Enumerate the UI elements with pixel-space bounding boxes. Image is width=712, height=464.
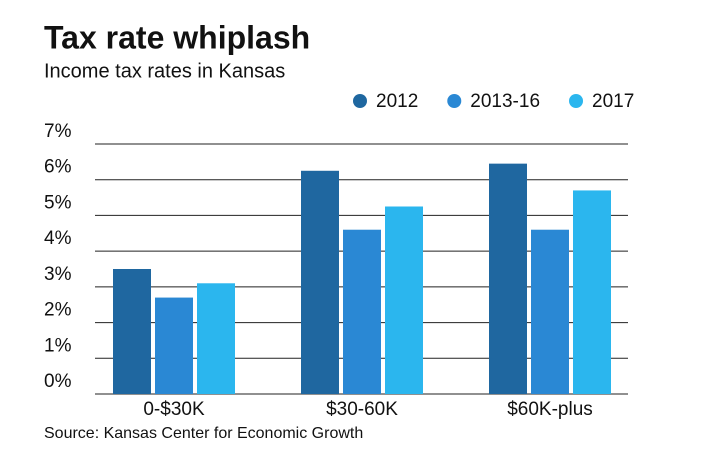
- bar: [531, 229, 569, 394]
- y-tick-label: 7%: [44, 121, 72, 142]
- bar: [385, 206, 423, 394]
- y-tick-label: 1%: [44, 335, 72, 356]
- legend-label: 2017: [592, 91, 634, 112]
- bar: [197, 283, 235, 394]
- legend-swatch: [569, 94, 584, 108]
- bar: [573, 190, 611, 394]
- y-tick-label: 3%: [44, 264, 72, 285]
- bar: [343, 229, 381, 394]
- y-tick-label: 5%: [44, 192, 72, 213]
- x-tick-label: 0-$30K: [143, 399, 205, 420]
- y-tick-label: 2%: [44, 300, 72, 321]
- chart-title: Tax rate whiplash: [44, 19, 310, 55]
- x-tick-label: $30-60K: [326, 399, 398, 420]
- y-tick-label: 4%: [44, 228, 72, 249]
- y-tick-label: 0%: [44, 371, 72, 392]
- legend-label: 2013-16: [470, 91, 540, 112]
- legend-label: 2012: [376, 91, 418, 112]
- x-tick-label: $60K-plus: [507, 399, 593, 420]
- y-tick-label: 6%: [44, 157, 72, 178]
- legend-swatch: [353, 94, 367, 108]
- bar: [301, 170, 339, 394]
- bar: [113, 269, 151, 394]
- chart-subtitle: Income tax rates in Kansas: [44, 60, 285, 82]
- legend-swatch: [447, 94, 462, 108]
- bar: [489, 163, 527, 394]
- bar: [155, 297, 193, 394]
- source: Source: Kansas Center for Economic Growt…: [44, 425, 363, 442]
